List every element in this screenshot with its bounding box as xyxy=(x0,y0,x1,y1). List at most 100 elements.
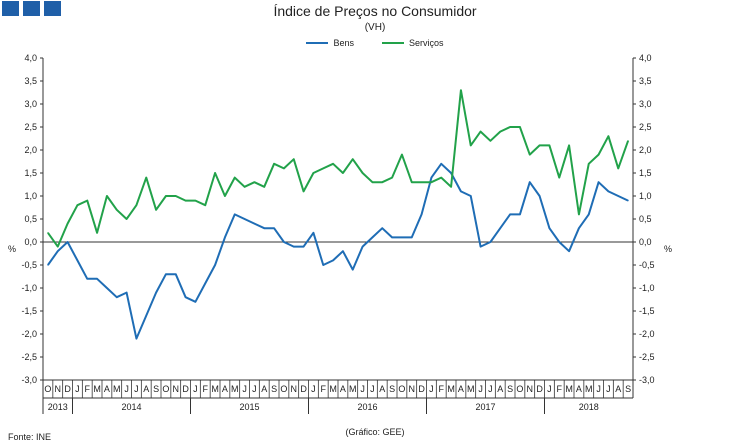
x-tick-label: O xyxy=(280,384,287,394)
y-tick-label-right: 3,0 xyxy=(639,99,652,109)
x-tick-label: A xyxy=(379,384,385,394)
data-point-servicos xyxy=(548,144,551,146)
data-point-servicos xyxy=(194,200,197,202)
data-point-servicos xyxy=(588,163,590,165)
data-point-bens xyxy=(371,236,374,238)
data-point-bens xyxy=(145,315,147,317)
x-tick-label: A xyxy=(143,384,149,394)
x-tick-label: M xyxy=(231,384,239,394)
y-tick-label-left: 2,0 xyxy=(24,145,37,155)
data-point-bens xyxy=(175,273,177,275)
data-point-servicos xyxy=(519,126,521,128)
x-tick-label: S xyxy=(271,384,277,394)
data-point-servicos xyxy=(568,144,570,146)
data-point-servicos xyxy=(106,195,108,197)
data-point-bens xyxy=(116,296,118,298)
data-point-servicos xyxy=(332,163,334,165)
data-point-bens xyxy=(283,241,285,243)
data-point-servicos xyxy=(312,172,315,174)
data-point-servicos xyxy=(450,186,452,188)
data-point-bens xyxy=(135,338,138,340)
data-point-servicos xyxy=(184,200,187,202)
y-tick-label-left: 3,5 xyxy=(24,76,37,86)
x-tick-label: S xyxy=(153,384,159,394)
data-point-bens xyxy=(66,241,69,243)
x-tick-label: N xyxy=(409,384,416,394)
x-tick-label: A xyxy=(222,384,228,394)
legend-item-bens: Bens xyxy=(306,38,354,48)
data-point-bens xyxy=(214,264,216,266)
x-tick-label: M xyxy=(93,384,101,394)
data-point-servicos xyxy=(322,167,324,169)
data-point-bens xyxy=(273,227,275,229)
x-tick-label: J xyxy=(242,384,247,394)
data-point-bens xyxy=(243,218,246,220)
x-tick-label: F xyxy=(321,384,327,394)
data-point-servicos xyxy=(125,218,128,220)
y-tick-label-left: 3,0 xyxy=(24,99,37,109)
y-tick-label-left: -2,5 xyxy=(21,352,37,362)
data-point-bens xyxy=(361,246,364,248)
y-tick-label-left: 0,5 xyxy=(24,214,37,224)
x-tick-label: M xyxy=(447,384,455,394)
chart-title: Índice de Preços no Consumidor xyxy=(273,3,477,19)
y-tick-label-left: 4,0 xyxy=(24,53,37,63)
year-label: 2013 xyxy=(48,402,68,412)
x-tick-label: N xyxy=(527,384,534,394)
data-point-bens xyxy=(293,246,295,248)
data-point-servicos xyxy=(607,135,610,137)
year-label: 2018 xyxy=(579,402,599,412)
data-point-servicos xyxy=(263,186,265,188)
data-point-bens xyxy=(184,296,187,298)
data-point-bens xyxy=(165,273,167,275)
x-tick-label: J xyxy=(488,384,493,394)
data-point-servicos xyxy=(352,158,354,160)
data-point-servicos xyxy=(116,209,118,211)
y-tick-label-left: 0,0 xyxy=(24,237,37,247)
logo xyxy=(2,1,61,16)
x-tick-label: J xyxy=(252,384,257,394)
x-tick-label: F xyxy=(203,384,209,394)
y-tick-label-right: 0,0 xyxy=(639,237,652,247)
x-tick-label: F xyxy=(439,384,445,394)
data-point-servicos xyxy=(135,204,138,206)
data-point-servicos xyxy=(293,158,295,160)
data-point-bens xyxy=(263,227,265,229)
data-point-servicos xyxy=(165,195,167,197)
x-tick-label: J xyxy=(606,384,611,394)
x-tick-label: F xyxy=(557,384,563,394)
data-point-bens xyxy=(538,195,541,197)
y-tick-label-left: -2,0 xyxy=(21,329,37,339)
data-point-bens xyxy=(342,250,344,252)
x-tick-label: M xyxy=(349,384,357,394)
x-tick-label: N xyxy=(173,384,180,394)
x-tick-label: J xyxy=(134,384,139,394)
x-tick-label: M xyxy=(329,384,337,394)
x-tick-label: O xyxy=(162,384,169,394)
x-tick-label: M xyxy=(113,384,121,394)
data-point-bens xyxy=(125,292,128,294)
data-point-bens xyxy=(352,269,354,271)
data-point-servicos xyxy=(627,140,629,142)
data-point-bens xyxy=(381,227,383,229)
x-tick-label: N xyxy=(291,384,298,394)
source-note: Fonte: INE xyxy=(8,432,52,442)
legend: Bens Serviços xyxy=(0,38,750,48)
y-tick-label-right: 0,5 xyxy=(639,214,652,224)
data-point-servicos xyxy=(440,177,442,179)
x-tick-label: M xyxy=(467,384,475,394)
x-tick-label: O xyxy=(44,384,51,394)
x-tick-label: A xyxy=(497,384,503,394)
y-tick-label-right: -3,0 xyxy=(639,375,655,385)
data-point-servicos xyxy=(381,181,383,183)
data-point-bens xyxy=(430,177,433,179)
data-point-bens xyxy=(391,236,393,238)
x-tick-label: S xyxy=(625,384,631,394)
x-tick-label: J xyxy=(360,384,365,394)
data-point-servicos xyxy=(204,204,206,206)
data-point-bens xyxy=(568,250,570,252)
x-tick-label: A xyxy=(261,384,267,394)
data-point-bens xyxy=(155,292,157,294)
data-point-bens xyxy=(627,200,629,202)
data-point-bens xyxy=(450,172,452,174)
